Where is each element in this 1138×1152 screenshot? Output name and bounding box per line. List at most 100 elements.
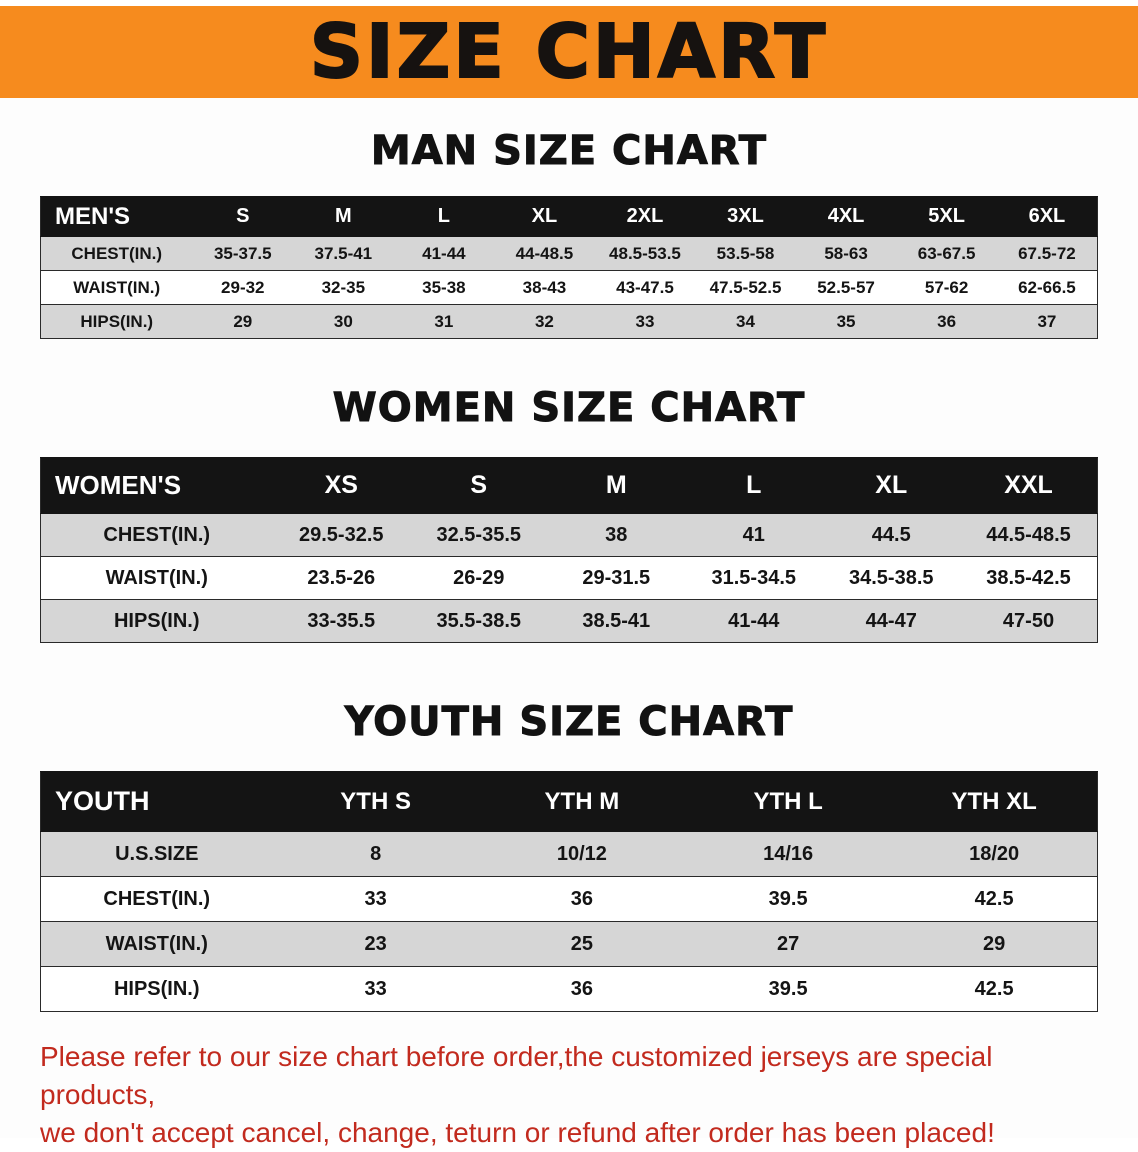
value-cell: 39.5: [685, 966, 892, 1012]
value-cell: 29: [192, 304, 294, 339]
size-header-cell: YTH XL: [891, 771, 1098, 832]
value-cell: 31: [393, 304, 495, 339]
value-cell: 43-47.5: [594, 270, 696, 305]
value-cell: 38-43: [494, 270, 595, 305]
value-cell: 33-35.5: [272, 599, 410, 643]
table-row: WAIST(IN.) 23.5-26 26-29 29-31.5 31.5-34.5 34…: [40, 556, 1098, 600]
table-title-cell: MEN'S: [40, 196, 193, 237]
value-cell: 41: [685, 513, 823, 557]
value-cell: 36: [478, 876, 685, 922]
value-cell: 38: [547, 513, 685, 557]
table-row: CHEST(IN.) 33 36 39.5 42.5: [40, 876, 1098, 922]
value-cell: 38.5-41: [547, 599, 685, 643]
size-header-cell: 2XL: [594, 196, 696, 237]
value-cell: 44-48.5: [494, 236, 595, 271]
value-cell: 44.5: [822, 513, 960, 557]
value-cell: 35: [795, 304, 897, 339]
value-cell: 47-50: [960, 599, 1098, 643]
value-cell: 33: [272, 966, 479, 1012]
value-cell: 32: [494, 304, 595, 339]
value-cell: 29: [891, 921, 1098, 967]
table-row: HIPS(IN.) 29 30 31 32 33 34 35 36 37: [40, 304, 1098, 339]
value-cell: 14/16: [685, 831, 892, 877]
disclaimer-line-1: Please refer to our size chart before or…: [40, 1041, 993, 1110]
table-title-cell: WOMEN'S: [40, 457, 273, 514]
value-cell: 34: [695, 304, 796, 339]
table-row: WAIST(IN.) 23 25 27 29: [40, 921, 1098, 967]
size-chart-flyer: SIZE CHART MAN SIZE CHART MEN'S S M L XL 2XL 3…: [0, 6, 1138, 1148]
table-header-row: YOUTH YTH S YTH M YTH L YTH XL: [40, 771, 1098, 832]
table-row: U.S.SIZE 8 10/12 14/16 18/20: [40, 831, 1098, 877]
value-cell: 35-37.5: [192, 236, 294, 271]
youth-size-table: YOUTH YTH S YTH M YTH L YTH XL U.S.SIZE 8 10/12…: [40, 771, 1098, 1012]
value-cell: 23: [272, 921, 479, 967]
value-cell: 48.5-53.5: [594, 236, 696, 271]
women-size-table: WOMEN'S XS S M L XL XXL CHEST(IN.) 29.5-32.5 32.5…: [40, 457, 1098, 643]
table-header-row: MEN'S S M L XL 2XL 3XL 4XL 5XL 6XL: [40, 196, 1098, 237]
row-label-cell: HIPS(IN.): [40, 966, 273, 1012]
value-cell: 67.5-72: [996, 236, 1098, 271]
value-cell: 33: [272, 876, 479, 922]
value-cell: 10/12: [478, 831, 685, 877]
table-row: HIPS(IN.) 33 36 39.5 42.5: [40, 966, 1098, 1012]
table-title-cell: YOUTH: [40, 771, 273, 832]
row-label-cell: CHEST(IN.): [40, 876, 273, 922]
value-cell: 37: [996, 304, 1098, 339]
youth-section-heading: YOUTH SIZE CHART: [344, 699, 794, 746]
size-header-cell: 6XL: [996, 196, 1098, 237]
table-row: CHEST(IN.) 29.5-32.5 32.5-35.5 38 41 44.5 44.5…: [40, 513, 1098, 557]
men-section-heading: MAN SIZE CHART: [370, 128, 768, 175]
value-cell: 47.5-52.5: [695, 270, 796, 305]
size-header-cell: M: [293, 196, 394, 237]
table-row: HIPS(IN.) 33-35.5 35.5-38.5 38.5-41 41-44 44-…: [40, 599, 1098, 643]
size-header-cell: 4XL: [795, 196, 897, 237]
value-cell: 36: [896, 304, 997, 339]
value-cell: 25: [478, 921, 685, 967]
table-row: WAIST(IN.) 29-32 32-35 35-38 38-43 43-47.5 47.…: [40, 270, 1098, 305]
title-banner: SIZE CHART: [0, 6, 1138, 98]
value-cell: 44.5-48.5: [960, 513, 1098, 557]
value-cell: 30: [293, 304, 394, 339]
size-header-cell: XXL: [960, 457, 1098, 514]
size-header-cell: YTH S: [272, 771, 479, 832]
value-cell: 63-67.5: [896, 236, 997, 271]
value-cell: 29-32: [192, 270, 294, 305]
size-header-cell: XS: [272, 457, 410, 514]
value-cell: 37.5-41: [293, 236, 394, 271]
value-cell: 41-44: [685, 599, 823, 643]
row-label-cell: HIPS(IN.): [40, 599, 273, 643]
row-label-cell: WAIST(IN.): [40, 556, 273, 600]
women-section-heading: WOMEN SIZE CHART: [332, 385, 806, 432]
value-cell: 32.5-35.5: [410, 513, 548, 557]
value-cell: 44-47: [822, 599, 960, 643]
table-header-row: WOMEN'S XS S M L XL XXL: [40, 457, 1098, 514]
value-cell: 42.5: [891, 876, 1098, 922]
value-cell: 34.5-38.5: [822, 556, 960, 600]
men-size-table: MEN'S S M L XL 2XL 3XL 4XL 5XL 6XL CHEST(IN.) 35-37…: [40, 196, 1098, 339]
size-header-cell: YTH L: [685, 771, 892, 832]
value-cell: 42.5: [891, 966, 1098, 1012]
size-header-cell: S: [192, 196, 294, 237]
row-label-cell: WAIST(IN.): [40, 270, 193, 305]
size-header-cell: 3XL: [695, 196, 796, 237]
value-cell: 57-62: [896, 270, 997, 305]
value-cell: 8: [272, 831, 479, 877]
value-cell: 52.5-57: [795, 270, 897, 305]
row-label-cell: CHEST(IN.): [40, 513, 273, 557]
row-label-cell: CHEST(IN.): [40, 236, 193, 271]
value-cell: 26-29: [410, 556, 548, 600]
size-header-cell: S: [410, 457, 548, 514]
size-header-cell: YTH M: [478, 771, 685, 832]
value-cell: 53.5-58: [695, 236, 796, 271]
value-cell: 41-44: [393, 236, 495, 271]
size-header-cell: XL: [494, 196, 595, 237]
disclaimer-line-2: we don't accept cancel, change, teturn o…: [40, 1117, 995, 1148]
value-cell: 39.5: [685, 876, 892, 922]
men-size-section: MAN SIZE CHART MEN'S S M L XL 2XL 3XL 4XL 5XL 6XL…: [0, 128, 1138, 339]
row-label-cell: U.S.SIZE: [40, 831, 273, 877]
value-cell: 29-31.5: [547, 556, 685, 600]
value-cell: 29.5-32.5: [272, 513, 410, 557]
value-cell: 27: [685, 921, 892, 967]
value-cell: 33: [594, 304, 696, 339]
size-header-cell: M: [547, 457, 685, 514]
